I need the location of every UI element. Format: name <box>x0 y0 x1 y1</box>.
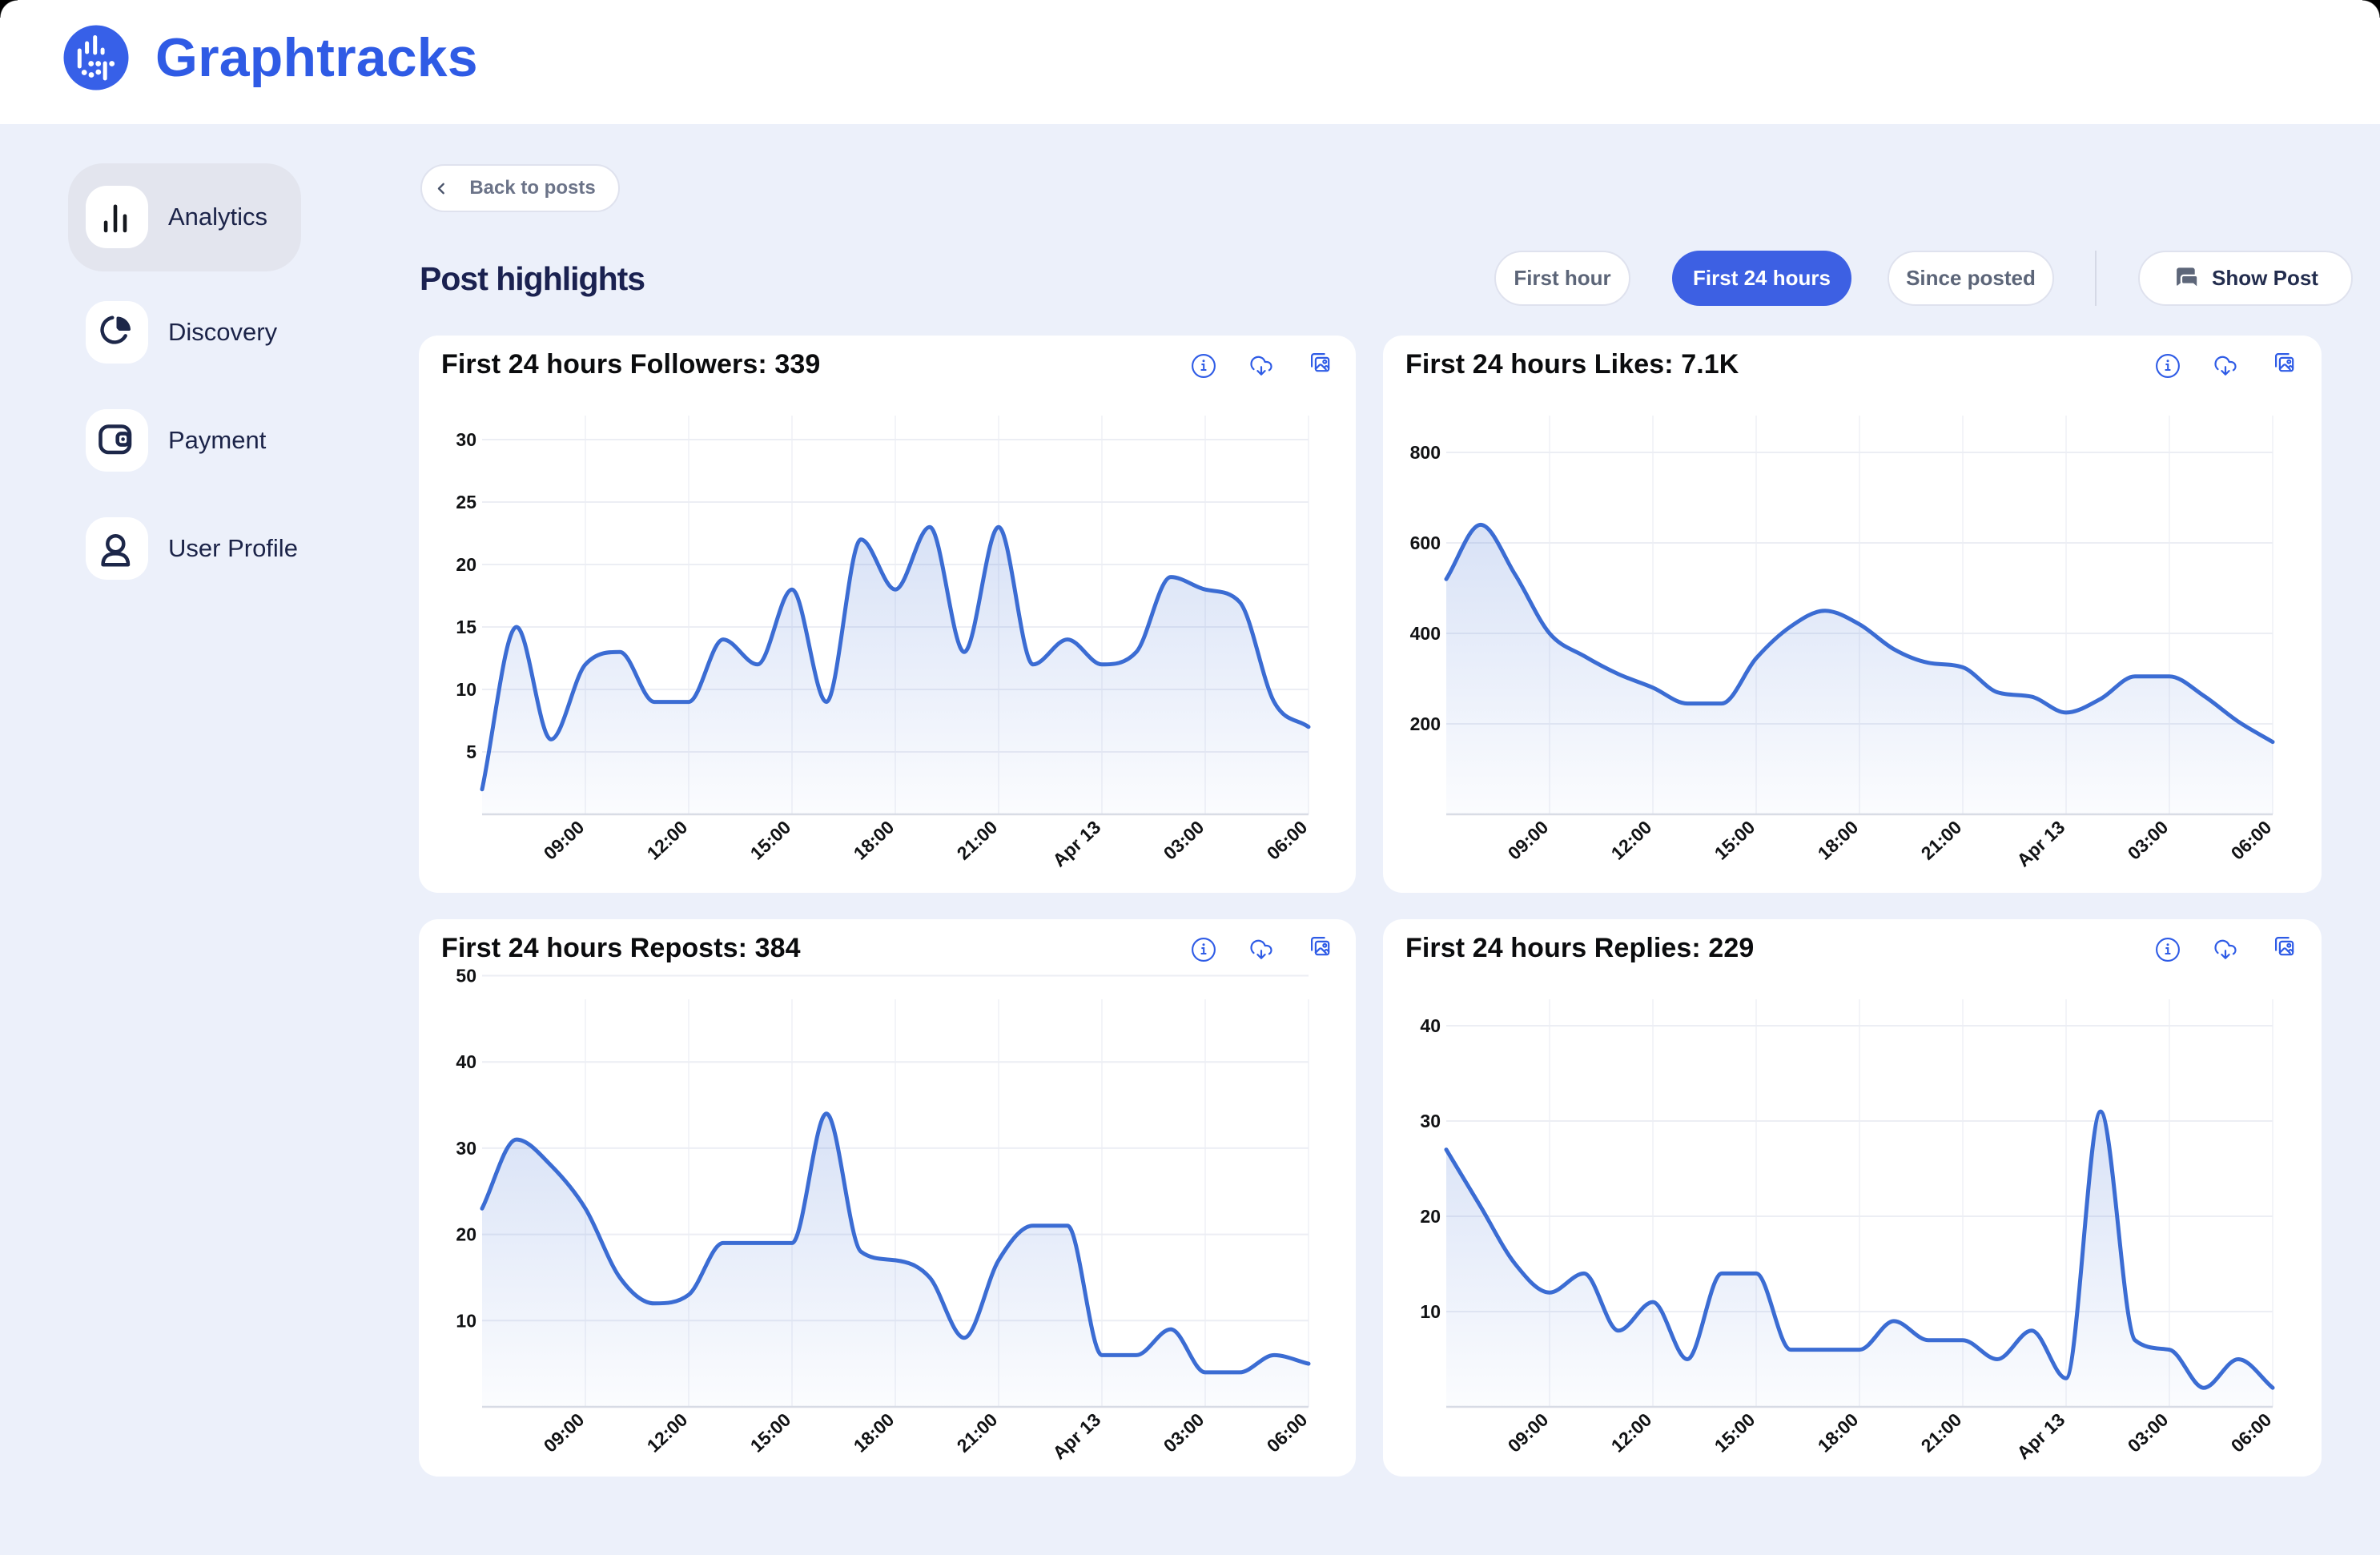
svg-text:18:00: 18:00 <box>1814 817 1863 864</box>
svg-text:30: 30 <box>1420 1111 1441 1131</box>
svg-text:18:00: 18:00 <box>1814 1409 1863 1457</box>
svg-text:06:00: 06:00 <box>2227 1409 2276 1457</box>
svg-text:800: 800 <box>1410 442 1441 463</box>
svg-text:09:00: 09:00 <box>1504 1409 1553 1457</box>
svg-text:21:00: 21:00 <box>1917 1409 1966 1457</box>
svg-text:20: 20 <box>456 1224 476 1245</box>
svg-text:5: 5 <box>466 741 476 762</box>
svg-text:15:00: 15:00 <box>746 1409 795 1457</box>
svg-text:21:00: 21:00 <box>1917 817 1966 864</box>
svg-text:10: 10 <box>1420 1301 1441 1322</box>
svg-text:03:00: 03:00 <box>1160 1409 1208 1457</box>
svg-text:Apr 13: Apr 13 <box>2012 817 2068 871</box>
svg-text:30: 30 <box>456 429 476 450</box>
svg-text:10: 10 <box>456 1310 476 1331</box>
svg-text:15: 15 <box>456 617 476 637</box>
svg-text:09:00: 09:00 <box>540 1409 589 1457</box>
svg-text:400: 400 <box>1410 623 1441 644</box>
svg-text:50: 50 <box>456 966 476 986</box>
svg-text:40: 40 <box>1420 1015 1441 1036</box>
svg-text:12:00: 12:00 <box>643 1409 692 1457</box>
svg-text:06:00: 06:00 <box>1263 817 1312 864</box>
svg-text:03:00: 03:00 <box>2124 1409 2173 1457</box>
svg-text:20: 20 <box>456 554 476 575</box>
svg-text:12:00: 12:00 <box>643 817 692 864</box>
svg-text:200: 200 <box>1410 713 1441 734</box>
svg-text:03:00: 03:00 <box>1160 817 1208 864</box>
svg-text:Apr 13: Apr 13 <box>1048 817 1104 871</box>
svg-text:30: 30 <box>456 1138 476 1159</box>
svg-text:Apr 13: Apr 13 <box>1048 1409 1104 1464</box>
svg-text:03:00: 03:00 <box>2124 817 2173 864</box>
svg-text:18:00: 18:00 <box>850 817 899 864</box>
svg-text:20: 20 <box>1420 1206 1441 1227</box>
svg-text:Apr 13: Apr 13 <box>2012 1409 2068 1464</box>
svg-text:600: 600 <box>1410 532 1441 553</box>
svg-text:12:00: 12:00 <box>1607 1409 1656 1457</box>
svg-text:15:00: 15:00 <box>746 817 795 864</box>
svg-text:12:00: 12:00 <box>1607 817 1656 864</box>
svg-text:21:00: 21:00 <box>953 817 1002 864</box>
svg-text:09:00: 09:00 <box>1504 817 1553 864</box>
svg-text:10: 10 <box>456 679 476 700</box>
svg-text:18:00: 18:00 <box>850 1409 899 1457</box>
svg-text:21:00: 21:00 <box>953 1409 1002 1457</box>
svg-text:06:00: 06:00 <box>1263 1409 1312 1457</box>
svg-text:40: 40 <box>456 1051 476 1072</box>
svg-text:25: 25 <box>456 492 476 512</box>
svg-text:15:00: 15:00 <box>1711 817 1759 864</box>
svg-text:09:00: 09:00 <box>540 817 589 864</box>
svg-text:06:00: 06:00 <box>2227 817 2276 864</box>
svg-text:15:00: 15:00 <box>1711 1409 1759 1457</box>
